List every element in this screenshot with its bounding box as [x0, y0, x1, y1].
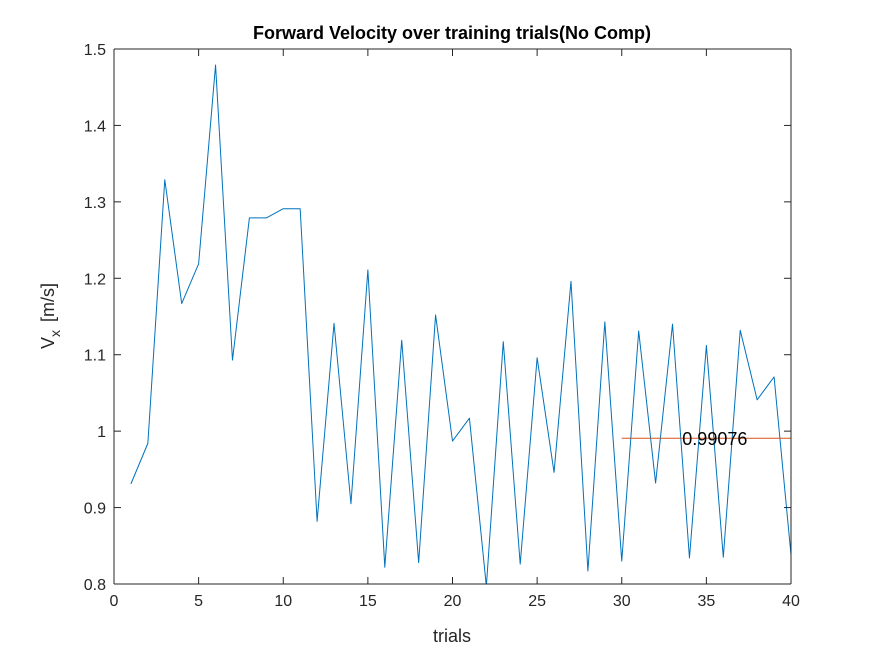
x-tick-label: 15	[359, 593, 377, 610]
chart-title: Forward Velocity over training trials(No…	[253, 23, 651, 43]
y-tick-label: 1.1	[84, 348, 106, 365]
x-tick-label: 35	[697, 593, 715, 610]
x-tick-label: 20	[444, 593, 462, 610]
y-axis-title-main: V	[38, 337, 58, 349]
tick-layer: 0 5 10 15 20 25 30 35 40 0.8 0.9 1 1.1 1.2 1.3 1.4 1.5 0.…	[84, 42, 800, 610]
y-tick-label: 1.5	[84, 42, 106, 59]
y-axis-title-unit: [m/s]	[38, 283, 58, 322]
y-axis-title-subscript: x	[47, 330, 63, 337]
x-tick-label: 40	[782, 593, 800, 610]
y-tick-label: 1.3	[84, 195, 106, 212]
x-tick-label: 10	[274, 593, 292, 610]
y-tick-label: 1	[97, 424, 106, 441]
series-line-velocity	[130, 64, 791, 584]
y-tick-label: 1.2	[84, 271, 106, 288]
y-tick-label: 0.9	[84, 501, 106, 518]
mean-value-label: 0.99076	[682, 429, 747, 449]
y-axis-title: Vx [m/s]	[38, 283, 63, 349]
y-tick-label: 0.8	[84, 577, 106, 594]
plot-area	[114, 49, 791, 584]
x-tick-label: 5	[194, 593, 203, 610]
y-tick-label: 1.4	[84, 118, 106, 135]
svg-text:Vx[m/s]: Vx [m/s]	[38, 283, 63, 349]
x-tick-label: 0	[110, 593, 119, 610]
x-tick-label: 25	[528, 593, 546, 610]
data-layer	[130, 64, 791, 584]
x-tick-label: 30	[613, 593, 631, 610]
x-axis-title: trials	[433, 626, 471, 646]
